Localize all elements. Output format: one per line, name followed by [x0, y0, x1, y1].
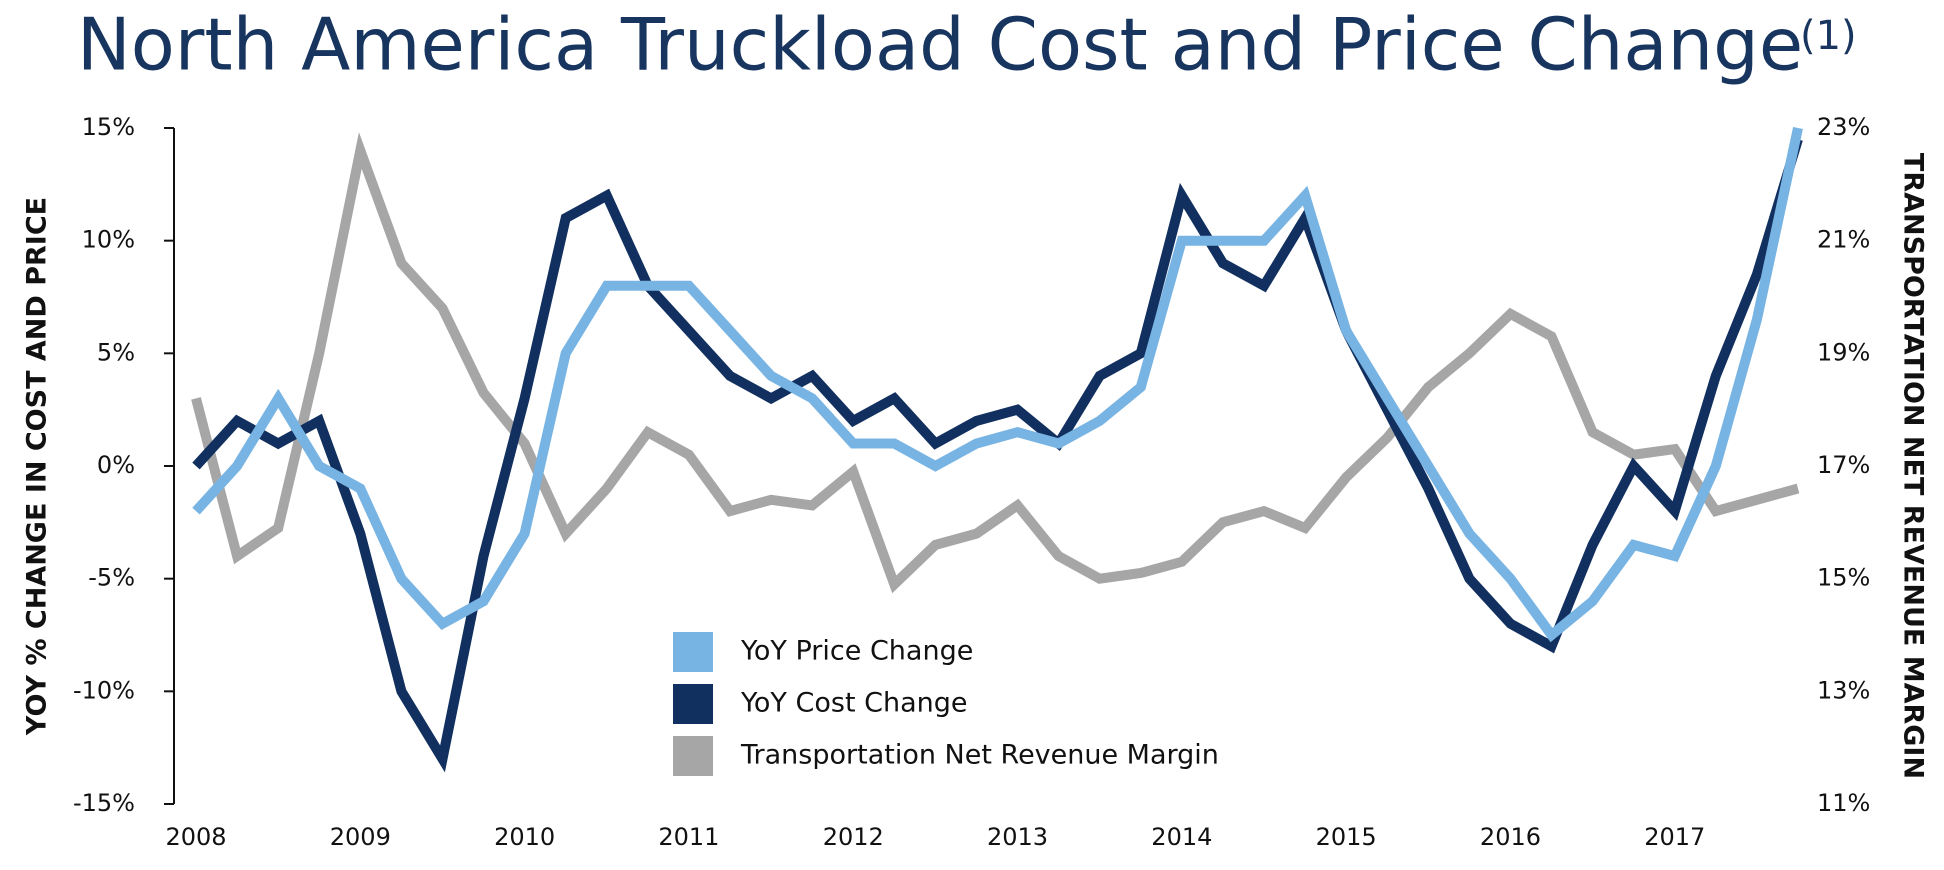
chart-title: North America Truckload Cost and Price C… [77, 3, 1803, 87]
y-tick-label: -15% [73, 789, 135, 817]
y2-tick-label: 17% [1817, 451, 1870, 479]
y2-tick-label: 15% [1817, 564, 1870, 592]
legend-swatch [673, 684, 713, 724]
y-tick-label: 15% [82, 113, 135, 141]
x-tick-label: 2011 [658, 823, 719, 851]
y2-tick-label: 21% [1817, 226, 1870, 254]
series-line [192, 137, 1803, 773]
y-tick-label: 0% [97, 451, 135, 479]
y-tick-label: 5% [97, 338, 135, 366]
y-tick-label: 10% [82, 226, 135, 254]
y2-tick-label: 23% [1817, 113, 1870, 141]
y-axis-title: YOY % CHANGE IN COST AND PRICE [22, 197, 53, 736]
y-tick-label: -10% [73, 676, 135, 704]
series-line [192, 126, 1803, 643]
legend-swatch [673, 736, 713, 776]
y2-tick-label: 13% [1817, 676, 1870, 704]
legend-label: Transportation Net Revenue Margin [740, 740, 1219, 771]
y2-axis-title: TRANSPORTATION NET REVENUE MARGIN [1898, 153, 1929, 779]
series-line [191, 132, 1800, 594]
y-tick-label: -5% [88, 564, 135, 592]
x-tick-label: 2010 [494, 823, 555, 851]
y2-tick-label: 11% [1817, 789, 1870, 817]
legend-swatch [673, 632, 713, 672]
x-tick-label: 2009 [330, 823, 391, 851]
y2-tick-label: 19% [1817, 338, 1870, 366]
x-tick-label: 2015 [1316, 823, 1377, 851]
title-note: (1) [1800, 13, 1857, 59]
x-tick-label: 2014 [1151, 823, 1212, 851]
x-tick-label: 2008 [165, 823, 226, 851]
x-tick-label: 2017 [1644, 823, 1705, 851]
legend-label: YoY Price Change [740, 636, 973, 667]
x-tick-label: 2013 [987, 823, 1048, 851]
legend-label: YoY Cost Change [740, 688, 967, 719]
x-tick-label: 2016 [1480, 823, 1541, 851]
x-tick-label: 2012 [823, 823, 884, 851]
